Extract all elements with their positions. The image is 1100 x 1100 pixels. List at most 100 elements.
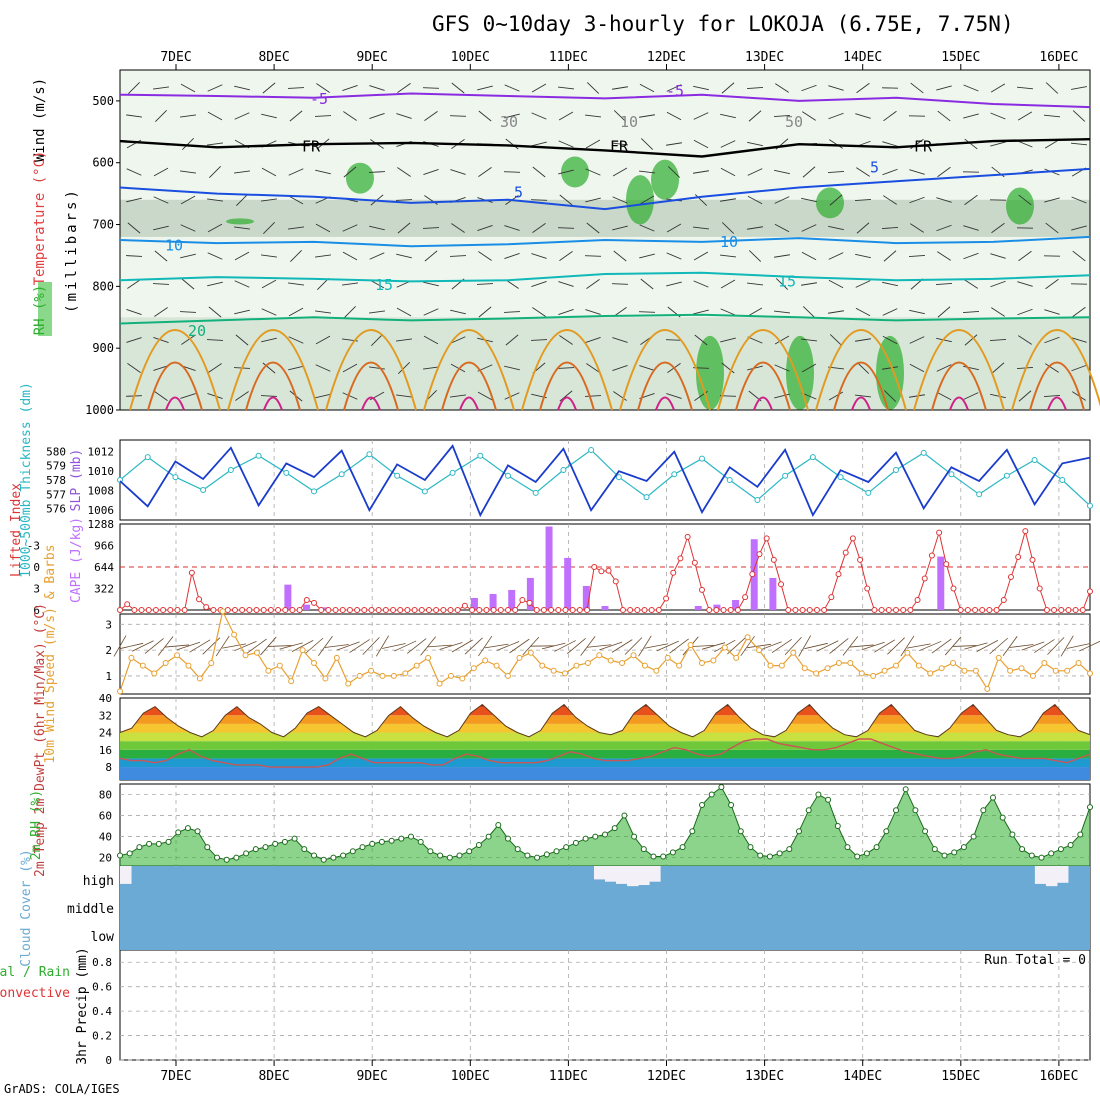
wind-speed-point [630,652,637,659]
lifted-tick-label: 6 [33,604,40,617]
thickness-point [588,447,595,453]
wind-barb [962,310,980,314]
bottom-day-label: 13DEC [745,1069,784,1084]
surface-wind-barb [304,637,324,655]
lifted-index-point [483,607,490,613]
wind-barb [450,309,466,315]
surface-wind-barb [644,643,669,649]
wind-speed-point [995,654,1002,661]
isotherm-line [119,167,1091,211]
wind-barb [693,112,709,120]
wind-barb [882,335,898,345]
wind-barb [720,337,736,343]
wind-barb [801,282,817,286]
wind-barb [774,223,790,233]
isotherm-30-arc [931,361,987,411]
wind-barb [801,363,817,373]
wind-barb [829,194,843,206]
wind-barb [748,110,762,122]
temp-band [120,741,1090,750]
wind-barb [423,335,439,345]
wind-barb [585,309,601,315]
lifted-index-point [972,607,979,613]
wind-barb [154,391,168,401]
wind-speed-point [436,680,443,687]
pressure-axis-label: (millibars) [64,187,80,313]
lifted-index-point [619,607,626,613]
lifted-index-point [864,585,871,592]
wind-speed-point [459,675,466,682]
isotherm-30-arc [637,361,693,411]
rh-point [311,852,317,859]
wind-barb [153,336,169,344]
wind-speed-point [539,662,546,669]
lifted-index-point [275,607,282,613]
lifted-index-point [979,607,986,613]
wind-barb [828,225,844,231]
wind-barb [234,170,250,174]
surface-wind-barb [541,642,566,650]
lifted-index-point [691,559,698,566]
rh-point [543,851,550,858]
rh-point [708,791,715,798]
surface-wind-barb [362,637,380,655]
wind-speed-axis-label: 10m Wind Speed (m/s) & Barbs [43,544,58,763]
top-day-label: 14DEC [843,50,882,65]
wind-barb [586,279,600,289]
surface-wind-barb [580,636,596,656]
cloud-cell [649,866,661,882]
lifted-index-point [699,586,705,593]
wind-barb [423,281,439,287]
rh-point [922,828,929,835]
lifted-index-point [964,607,971,613]
surface-wind-barb [157,636,174,656]
surface-wind-barb [887,637,905,655]
isotherm-25-arc [1011,329,1100,411]
lifted-index-point [806,607,813,613]
thickness-tick-label: 580 [46,445,66,458]
lifted-index-point [813,607,820,613]
wind-barb [315,254,331,258]
wind-speed-point [322,675,329,682]
rh-point [854,853,861,860]
wind-barb [422,227,440,229]
rh-point [495,822,502,828]
lifted-index-point [634,607,641,613]
cloud-axis-label: Cloud Cover (%) [19,849,34,966]
rh-point [766,853,773,860]
lifted-index-point [713,607,720,613]
pressure-tick-label: 500 [92,94,114,108]
isotherm-25-arc [129,329,221,411]
cloud-level-label: high [83,874,114,889]
cape-bar [769,577,777,610]
wind-speed-point [881,667,888,674]
wind-speed-point [368,667,375,674]
precip-tick-label: 0 [105,1054,112,1067]
cape-tick-label: 644 [94,561,114,574]
lifted-index-point [368,607,375,613]
surface-wind-barb [599,641,623,651]
wind-speed-point [151,670,158,677]
lifted-index-point [382,607,389,613]
wind-barb [559,251,573,261]
thickness-point [726,477,733,483]
temp-tick-label: 16 [99,744,112,757]
wind-barb [855,307,871,317]
slp-tick-label: 1012 [88,446,115,459]
wind-speed-point [196,675,203,682]
lifted-index-point [943,561,950,568]
wind-barb [531,112,547,120]
wind-barb [395,199,413,201]
wind-barb [963,252,979,260]
wind-barb [290,250,302,262]
lifted-index-point [512,607,519,613]
slp-tick-label: 1010 [88,465,115,478]
wind-speed-point [596,652,603,659]
lifted-index-point [497,607,504,613]
rh-point [243,850,250,857]
cape-bar [582,585,590,610]
wind-barb [1044,139,1060,149]
wind-barb [1017,111,1033,121]
surface-wind-barb [324,644,349,648]
lifted-index-point [763,535,770,542]
